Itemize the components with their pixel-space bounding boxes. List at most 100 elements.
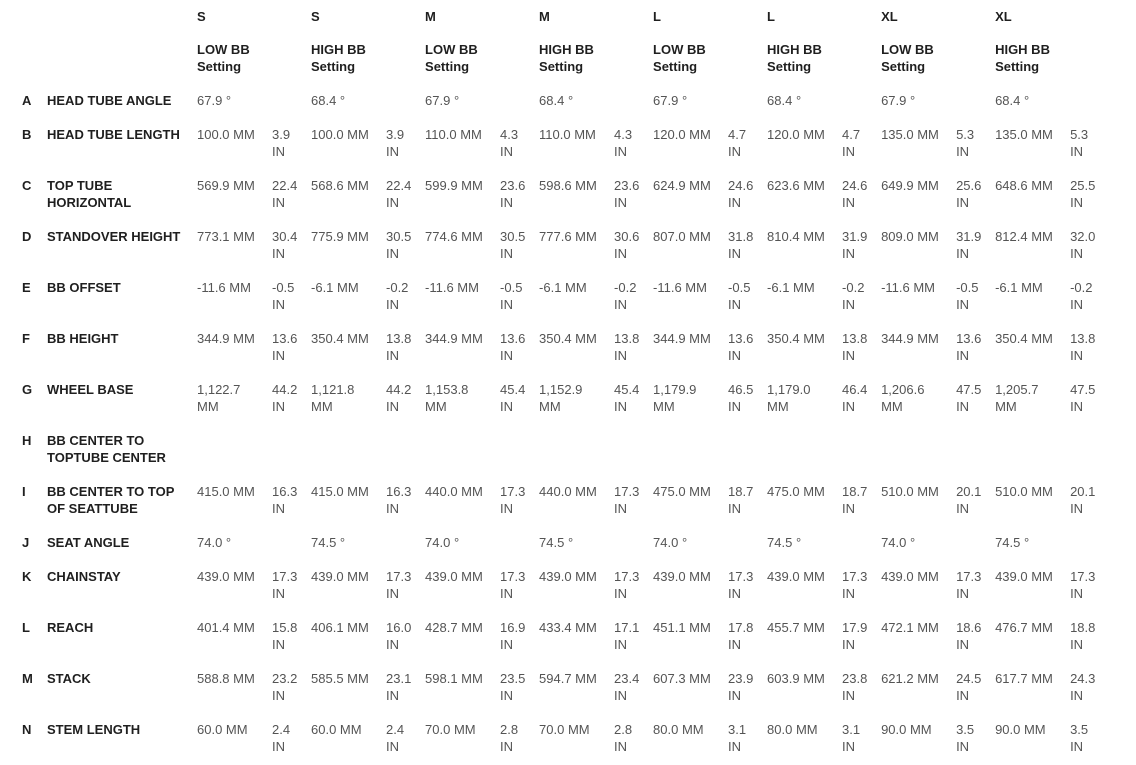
metric-value-cell: 350.4 MM — [767, 331, 825, 346]
metric-value-cell — [767, 432, 842, 483]
imperial-value-cell: 45.4 IN — [614, 382, 640, 414]
metric-value-cell: 74.0 ° — [425, 535, 460, 550]
metric-value-cell: 440.0 MM — [425, 484, 483, 499]
imperial-value-cell: 23.8 IN — [842, 671, 868, 703]
metric-value-cell: 350.4 MM — [539, 331, 597, 346]
metric-value-cell: 1,122.7 MM — [197, 382, 241, 414]
metric-value-cell: 90.0 MM — [881, 722, 932, 737]
imperial-value-cell: 31.9 IN — [842, 229, 868, 261]
metric-value-cell: 344.9 MM — [881, 331, 939, 346]
imperial-value-cell: -0.2 IN — [1070, 280, 1093, 312]
imperial-value-cell — [500, 92, 539, 126]
metric-value-cell: 510.0 MM — [881, 484, 939, 499]
imperial-value-cell: 22.4 IN — [272, 178, 298, 210]
imperial-value-cell: 2.8 IN — [614, 722, 633, 754]
metric-value-cell: 1,179.0 MM — [767, 382, 811, 414]
imperial-value-cell: 2.8 IN — [500, 722, 519, 754]
imperial-value-cell: 5.3 IN — [1070, 127, 1089, 159]
size-header: XL — [995, 9, 1012, 24]
metric-value-cell: -6.1 MM — [539, 280, 587, 295]
metric-value-cell: 607.3 MM — [653, 671, 711, 686]
imperial-value-cell — [614, 432, 653, 483]
setting-header-label: LOW BB Setting — [425, 42, 478, 74]
setting-header-row: LOW BB Setting HIGH BB Setting LOW BB Sett… — [22, 41, 1109, 92]
imperial-value-cell: 4.7 IN — [728, 127, 747, 159]
metric-value-cell: 439.0 MM — [881, 569, 939, 584]
row-label: TOP TUBE HORIZONTAL — [47, 178, 132, 210]
metric-value-cell: 440.0 MM — [539, 484, 597, 499]
metric-value-cell: 415.0 MM — [311, 484, 369, 499]
imperial-value-cell: 13.8 IN — [614, 331, 640, 363]
imperial-value-cell: 13.8 IN — [386, 331, 412, 363]
imperial-value-cell: 45.4 IN — [500, 382, 526, 414]
imperial-value-cell: 46.4 IN — [842, 382, 868, 414]
metric-value-cell: 598.1 MM — [425, 671, 483, 686]
metric-value-cell: 510.0 MM — [995, 484, 1053, 499]
imperial-value-cell: 17.3 IN — [1070, 569, 1096, 601]
geometry-table-body: A HEAD TUBE ANGLE 67.9 ° 68.4 ° 67.9 ° 68.4 °… — [22, 92, 1109, 765]
metric-value-cell: 598.6 MM — [539, 178, 597, 193]
imperial-value-cell: 17.9 IN — [842, 620, 868, 652]
imperial-value-cell: 15.8 IN — [272, 620, 298, 652]
setting-header-label: LOW BB Setting — [653, 42, 706, 74]
metric-value-cell: 80.0 MM — [767, 722, 818, 737]
imperial-value-cell: 17.3 IN — [500, 484, 526, 516]
imperial-value-cell: 5.3 IN — [956, 127, 975, 159]
imperial-value-cell: 3.9 IN — [272, 127, 291, 159]
metric-value-cell: 120.0 MM — [653, 127, 711, 142]
metric-value-cell: -11.6 MM — [197, 280, 251, 295]
metric-value-cell: 100.0 MM — [311, 127, 369, 142]
table-row: K CHAINSTAY 439.0 MM 17.3 IN 439.0 MM 17.3 IN… — [22, 568, 1109, 619]
row-letter: I — [22, 484, 26, 499]
metric-value-cell: 60.0 MM — [311, 722, 362, 737]
imperial-value-cell: 13.6 IN — [956, 331, 982, 363]
metric-value-cell: 350.4 MM — [995, 331, 1053, 346]
imperial-value-cell: 4.7 IN — [842, 127, 861, 159]
metric-value-cell: 777.6 MM — [539, 229, 597, 244]
metric-value-cell — [995, 432, 1070, 483]
metric-value-cell: 100.0 MM — [197, 127, 255, 142]
metric-value-cell: 568.6 MM — [311, 178, 369, 193]
imperial-value-cell: 2.4 IN — [272, 722, 291, 754]
metric-value-cell: 428.7 MM — [425, 620, 483, 635]
corner-cell — [22, 8, 47, 41]
setting-header-label: HIGH BB Setting — [767, 42, 822, 74]
imperial-value-cell — [728, 534, 767, 568]
imperial-value-cell — [500, 432, 539, 483]
metric-value-cell: 74.5 ° — [995, 535, 1030, 550]
metric-value-cell: 344.9 MM — [653, 331, 711, 346]
imperial-value-cell: 13.8 IN — [1070, 331, 1096, 363]
size-header: L — [653, 9, 661, 24]
imperial-value-cell — [386, 432, 425, 483]
table-row: M STACK 588.8 MM 23.2 IN 585.5 MM 23.1 IN 598.… — [22, 670, 1109, 721]
imperial-value-cell: 3.9 IN — [386, 127, 405, 159]
metric-value-cell: 621.2 MM — [881, 671, 939, 686]
metric-value-cell: 472.1 MM — [881, 620, 939, 635]
imperial-value-cell: 3.5 IN — [1070, 722, 1089, 754]
imperial-value-cell: 44.2 IN — [272, 382, 298, 414]
metric-value-cell: 135.0 MM — [995, 127, 1053, 142]
setting-header: HIGH BB Setting — [995, 41, 1109, 92]
metric-value-cell: 439.0 MM — [311, 569, 369, 584]
corner-cell — [22, 41, 47, 92]
metric-value-cell: 80.0 MM — [653, 722, 704, 737]
table-row: B HEAD TUBE LENGTH 100.0 MM 3.9 IN 100.0 MM 3… — [22, 126, 1109, 177]
metric-value-cell: 67.9 ° — [653, 93, 688, 108]
imperial-value-cell: 17.3 IN — [272, 569, 298, 601]
metric-value-cell: 70.0 MM — [539, 722, 590, 737]
imperial-value-cell: 17.3 IN — [386, 569, 412, 601]
imperial-value-cell: 2.4 IN — [386, 722, 405, 754]
imperial-value-cell: 17.3 IN — [728, 569, 754, 601]
geometry-table: S S M M L L XL XL LOW BB Setting HIGH BB Setting L… — [22, 8, 1109, 765]
row-letter: N — [22, 722, 32, 737]
imperial-value-cell: 32.0 IN — [1070, 229, 1096, 261]
row-label: CHAINSTAY — [47, 569, 121, 584]
metric-value-cell: -11.6 MM — [653, 280, 707, 295]
metric-value-cell: 624.9 MM — [653, 178, 711, 193]
row-label: HEAD TUBE ANGLE — [47, 93, 172, 108]
size-header: M — [425, 9, 436, 24]
metric-value-cell: 588.8 MM — [197, 671, 255, 686]
imperial-value-cell: 4.3 IN — [500, 127, 519, 159]
setting-header-label: LOW BB Setting — [881, 42, 934, 74]
